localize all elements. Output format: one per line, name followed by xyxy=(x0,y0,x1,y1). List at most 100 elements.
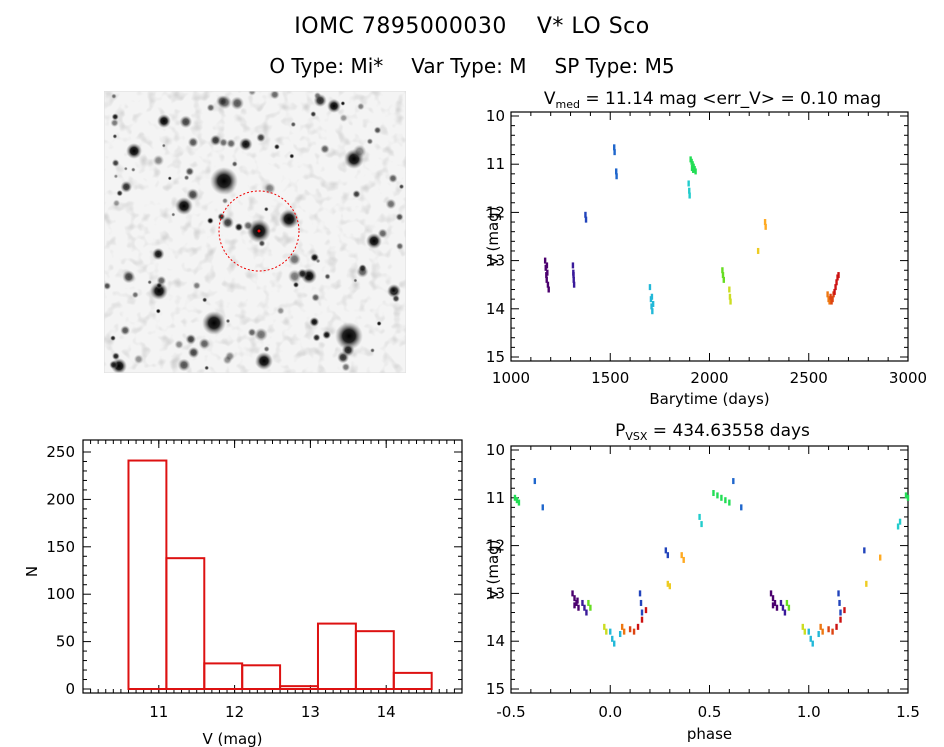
histogram-xtick-label: 13 xyxy=(301,703,320,721)
lightcurve-xtick-label: 3000 xyxy=(889,369,927,387)
figure-title: IOMC 7895000030 V* LO Sco xyxy=(0,14,944,39)
lightcurve-point xyxy=(764,223,767,230)
lightcurve-point xyxy=(728,293,732,300)
phased-point xyxy=(863,547,866,554)
phased-xtick-label: 1.0 xyxy=(797,703,821,721)
phased-ytick-label: 11 xyxy=(486,489,505,507)
lightcurve-point xyxy=(545,262,549,269)
phased-point xyxy=(640,616,644,623)
lightcurve-xtick-label: 1500 xyxy=(591,369,629,387)
lightcurve-xtick-label: 2000 xyxy=(690,369,728,387)
lightcurve-title: Vmed = 11.14 mag <err_V> = 0.10 mag xyxy=(544,89,881,111)
phased-point xyxy=(611,635,614,642)
phased-xlabel: phase xyxy=(687,725,732,743)
phased-point xyxy=(613,640,616,647)
phased-point xyxy=(622,628,626,635)
phased-point xyxy=(628,626,632,633)
histogram-bar xyxy=(127,459,168,691)
phased-point xyxy=(640,609,644,616)
lightcurve-point xyxy=(729,298,732,305)
phased-point xyxy=(787,604,791,611)
phased-ytick-label: 12 xyxy=(486,537,505,555)
phased-point xyxy=(620,623,624,630)
sky-image-svg xyxy=(103,87,407,374)
lightcurve-point xyxy=(826,291,829,298)
phased-point xyxy=(819,623,822,630)
phased-point xyxy=(581,599,584,606)
lightcurve-point xyxy=(721,267,724,274)
histogram-bar xyxy=(316,622,357,691)
histogram-bar xyxy=(241,664,282,690)
phased-point xyxy=(698,513,701,520)
lightcurve-point xyxy=(546,269,549,276)
lightcurve-point xyxy=(728,286,731,293)
phased-point xyxy=(515,497,519,504)
phased-point xyxy=(571,590,574,597)
phased-point xyxy=(809,635,812,642)
lightcurve-point xyxy=(688,192,691,199)
phased-point xyxy=(773,599,777,606)
phased-ytick-label: 10 xyxy=(486,441,505,459)
phased-point xyxy=(781,604,785,611)
lightcurve-point xyxy=(651,308,654,315)
phased-point xyxy=(573,602,576,609)
phased-point xyxy=(740,504,743,511)
lightcurve-point xyxy=(546,281,550,288)
lightcurve-point xyxy=(545,276,548,283)
phased-point xyxy=(587,599,590,606)
phased-point xyxy=(533,478,537,485)
phased-point xyxy=(618,631,622,638)
lightcurve-point xyxy=(615,168,618,175)
phased-point xyxy=(837,590,840,597)
lightcurve-point xyxy=(572,276,575,283)
histogram-ytick-label: 250 xyxy=(46,443,75,461)
phased-point xyxy=(682,556,685,563)
histogram-ytick-label: 0 xyxy=(65,680,75,698)
variability-type: Var Type: M xyxy=(411,54,527,78)
lightcurve-frame xyxy=(510,111,909,362)
phased-point xyxy=(603,623,606,630)
phased-point xyxy=(609,628,612,635)
lightcurve-xtick-label: 2500 xyxy=(790,369,828,387)
histogram-xlabel: V (mag) xyxy=(202,730,262,747)
lightcurve-point xyxy=(572,281,576,288)
phased-point xyxy=(585,609,588,616)
phased-xtick-label: 1.5 xyxy=(896,703,920,721)
phased-point xyxy=(785,599,789,606)
lightcurve-ytick-label: 15 xyxy=(486,348,505,366)
lightcurve-point xyxy=(650,293,654,300)
lightcurve-point xyxy=(835,279,838,286)
lightcurve-ytick-label: 12 xyxy=(486,203,505,221)
star-name: V* LO Sco xyxy=(536,14,650,39)
phased-point xyxy=(821,628,824,635)
phased-point xyxy=(666,552,670,559)
phased-point xyxy=(839,616,842,623)
lightcurve-point xyxy=(571,262,575,269)
histogram-bar xyxy=(203,662,244,690)
phased-point xyxy=(779,599,783,606)
phased-point xyxy=(638,590,642,597)
phased-point xyxy=(680,552,683,559)
phased-point xyxy=(639,599,643,606)
phased-point xyxy=(839,609,842,616)
lightcurve-point xyxy=(687,180,690,187)
phased-point xyxy=(865,580,868,587)
phased-point xyxy=(712,490,715,497)
figure-subtitle: O Type: Mi* Var Type: M SP Type: M5 xyxy=(0,54,944,78)
phased-point xyxy=(644,607,648,614)
phased-point xyxy=(517,499,521,506)
phased-point xyxy=(666,580,670,587)
lightcurve-point xyxy=(763,219,767,226)
phased-point xyxy=(636,623,640,630)
phased-point xyxy=(573,595,576,602)
lightcurve-point xyxy=(613,144,616,151)
lightcurve-point xyxy=(721,272,725,279)
phased-point xyxy=(513,494,517,501)
phased-point xyxy=(720,494,723,501)
lightcurve-point xyxy=(572,272,575,279)
lightcurve-point xyxy=(651,300,655,307)
histogram-ylabel: N xyxy=(23,566,41,577)
lightcurve-ytick-label: 10 xyxy=(486,107,505,125)
phased-point xyxy=(807,628,810,635)
lightcurve-point xyxy=(543,257,547,264)
